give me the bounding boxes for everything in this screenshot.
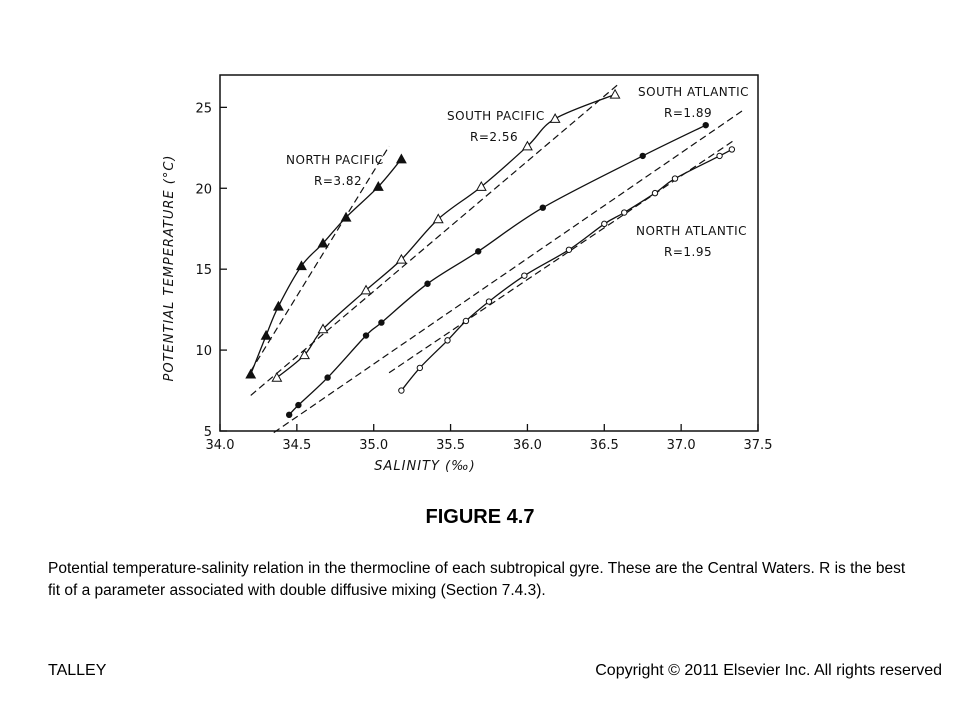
data-point xyxy=(295,401,302,409)
data-point xyxy=(372,181,384,191)
series-name: NORTH PACIFIC xyxy=(286,153,384,167)
x-tick-label: 37.0 xyxy=(667,438,696,453)
x-tick-label: 35.5 xyxy=(436,438,465,453)
series-r-value: R=2.56 xyxy=(470,130,518,144)
y-tick-label: 20 xyxy=(195,182,212,197)
data-point xyxy=(475,248,482,255)
y-axis-ticks: 5 10 15 20 25 xyxy=(195,101,227,440)
series-r-value: R=3.82 xyxy=(314,174,362,188)
label-south-atlantic: SOUTH ATLANTIC R=1.89 xyxy=(638,85,749,120)
data-point xyxy=(245,368,257,379)
series-curve-3 xyxy=(400,148,733,391)
series-curve-2 xyxy=(288,124,706,416)
x-tick-label: 34.5 xyxy=(282,438,311,453)
series-curve-1 xyxy=(276,93,616,379)
data-point xyxy=(651,189,659,197)
x-tick-label: 35.0 xyxy=(359,438,388,453)
data-point xyxy=(317,323,329,334)
data-point xyxy=(272,300,284,311)
data-point xyxy=(702,121,709,129)
series-name: SOUTH ATLANTIC xyxy=(638,85,749,99)
label-south-pacific: SOUTH PACIFIC R=2.56 xyxy=(447,109,545,144)
series-r-value: R=1.89 xyxy=(664,106,712,120)
data-point xyxy=(296,260,307,271)
figure-title: FIGURE 4.7 xyxy=(425,506,535,528)
series-name: NORTH ATLANTIC xyxy=(636,224,747,238)
series-r-value: R=1.95 xyxy=(664,245,712,259)
data-point xyxy=(716,152,723,160)
data-point xyxy=(378,319,385,326)
plot-frame xyxy=(219,74,759,432)
data-point xyxy=(485,298,493,305)
fit-line-2 xyxy=(273,110,743,434)
data-point xyxy=(432,213,444,224)
data-point xyxy=(271,371,283,382)
x-axis-ticks: 34.0 34.5 35.0 35.5 36.0 36.5 37.0 37.5 xyxy=(206,424,773,453)
footer-author: TALLEY xyxy=(48,662,107,679)
x-tick-label: 36.0 xyxy=(513,438,542,453)
data-point xyxy=(639,152,646,160)
label-north-pacific: NORTH PACIFIC R=3.82 xyxy=(286,153,384,188)
ts-chart: 34.0 34.5 35.0 35.5 36.0 36.5 37.0 37.5 5 10 15 20… xyxy=(162,74,773,474)
data-point xyxy=(398,387,405,394)
x-tick-label: 36.5 xyxy=(590,438,619,453)
x-tick-label: 37.5 xyxy=(744,438,773,453)
data-point xyxy=(475,181,487,191)
y-axis-title: POTENTIAL TEMPERATURE (°C) xyxy=(162,155,177,382)
footer-copyright: Copyright © 2011 Elsevier Inc. All right… xyxy=(595,662,942,679)
data-point xyxy=(444,337,451,344)
y-tick-label: 10 xyxy=(195,344,212,359)
y-tick-label: 5 xyxy=(204,425,212,440)
y-tick-label: 25 xyxy=(195,101,212,116)
x-axis-title: SALINITY (‰) xyxy=(374,459,476,474)
figure-caption: Potential temperature-salinity relation … xyxy=(48,560,906,599)
series-name: SOUTH PACIFIC xyxy=(447,109,545,123)
data-point xyxy=(565,246,573,253)
data-point xyxy=(317,237,329,248)
series-markers xyxy=(245,88,736,419)
data-point xyxy=(728,146,736,153)
data-point xyxy=(424,280,431,287)
data-point xyxy=(671,175,679,182)
data-point xyxy=(521,272,528,279)
fit-line-1 xyxy=(250,82,621,396)
data-point xyxy=(549,113,561,123)
data-point xyxy=(324,374,331,381)
fit-line-0 xyxy=(250,145,390,372)
data-point xyxy=(609,88,621,99)
series-curve-0 xyxy=(250,158,402,375)
data-point xyxy=(416,364,424,372)
data-point xyxy=(395,253,407,264)
data-point xyxy=(285,411,293,419)
data-point xyxy=(539,204,546,211)
data-point xyxy=(260,329,272,340)
data-point xyxy=(395,153,407,164)
data-point xyxy=(360,284,372,295)
data-point xyxy=(362,332,370,339)
data-point xyxy=(340,211,352,222)
data-point xyxy=(462,317,470,325)
y-tick-label: 15 xyxy=(195,263,212,278)
label-north-atlantic: NORTH ATLANTIC R=1.95 xyxy=(636,224,747,259)
data-point xyxy=(621,209,628,216)
x-tick-label: 34.0 xyxy=(206,438,235,453)
data-point xyxy=(601,220,608,228)
data-point xyxy=(521,140,533,151)
data-point xyxy=(299,349,310,360)
